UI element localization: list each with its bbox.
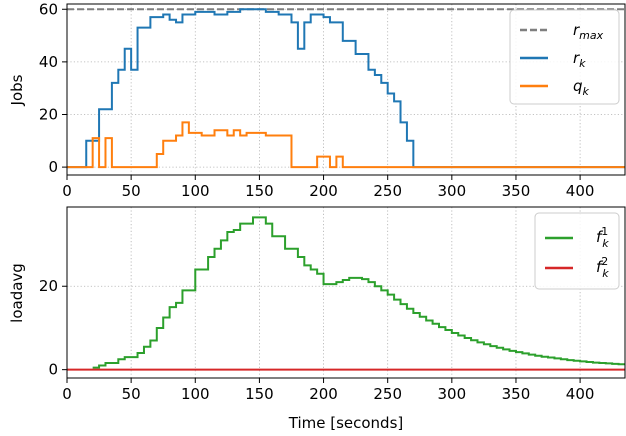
series-line-f-k-1 — [92, 216, 625, 369]
loadavg-ytick-label-20: 20 — [39, 277, 58, 295]
jobs-series — [67, 8, 625, 169]
loadavg-xtick-label-200: 200 — [309, 385, 338, 403]
jobs-axes-frame — [66, 3, 626, 176]
loadavg-axes-frame — [66, 206, 626, 379]
jobs-xtick-label-300: 300 — [438, 182, 467, 200]
jobs-ytick-label-20: 20 — [39, 105, 58, 123]
loadavg-xtick-label-150: 150 — [245, 385, 274, 403]
jobs-ylabel: Jobs — [8, 74, 26, 106]
series-line-q-k — [67, 121, 625, 169]
jobs-xtick-label-100: 100 — [181, 182, 210, 200]
jobs-xtick-label-50: 50 — [122, 182, 141, 200]
loadavg-legend-box — [534, 212, 620, 290]
loadavg-xtick-label-400: 400 — [566, 385, 595, 403]
loadavg-ytick-label-0: 0 — [48, 361, 58, 379]
jobs-xtick-label-150: 150 — [245, 182, 274, 200]
jobs-xtick-label-200: 200 — [309, 182, 338, 200]
jobs-panel: 0 50 100 150 200 250 300 350 400 0 20 40 60 Jobs rma… — [8, 0, 626, 200]
jobs-legend: rmax rk qk — [509, 9, 620, 105]
legend-label-f1: f1 k — [596, 225, 609, 250]
legend-label-rk: rk — [573, 49, 586, 70]
loadavg-xtick-label-0: 0 — [62, 385, 72, 403]
jobs-xtick-label-0: 0 — [62, 182, 72, 200]
series-line-r-k — [67, 8, 625, 169]
loadavg-xtick-label-100: 100 — [181, 385, 210, 403]
legend-label-rmax: rmax — [573, 21, 604, 42]
loadavg-ticks: 0 50 100 150 200 250 300 350 400 0 20 — [39, 277, 595, 403]
loadavg-panel: 0 50 100 150 200 250 300 350 400 0 20 loadavg Time… — [8, 206, 626, 432]
jobs-xtick-label-350: 350 — [502, 182, 531, 200]
loadavg-xtick-label-50: 50 — [122, 385, 141, 403]
jobs-ytick-label-60: 60 — [39, 0, 58, 18]
time-xlabel: Time [seconds] — [288, 414, 404, 432]
jobs-ytick-label-40: 40 — [39, 53, 58, 71]
loadavg-legend: f1 k f2 k — [534, 212, 620, 290]
jobs-xtick-label-250: 250 — [373, 182, 402, 200]
legend-label-qk: qk — [573, 77, 590, 98]
loadavg-ylabel: loadavg — [8, 263, 26, 323]
jobs-ytick-label-0: 0 — [48, 158, 58, 176]
loadavg-xtick-label-350: 350 — [502, 385, 531, 403]
loadavg-series — [67, 216, 625, 371]
jobs-ticks: 0 50 100 150 200 250 300 350 400 0 20 40 60 — [39, 0, 595, 200]
loadavg-xtick-label-250: 250 — [373, 385, 402, 403]
jobs-xtick-label-400: 400 — [566, 182, 595, 200]
legend-label-f2: f2 k — [596, 255, 609, 280]
jobs-legend-box — [509, 9, 620, 105]
loadavg-xtick-label-300: 300 — [438, 385, 467, 403]
